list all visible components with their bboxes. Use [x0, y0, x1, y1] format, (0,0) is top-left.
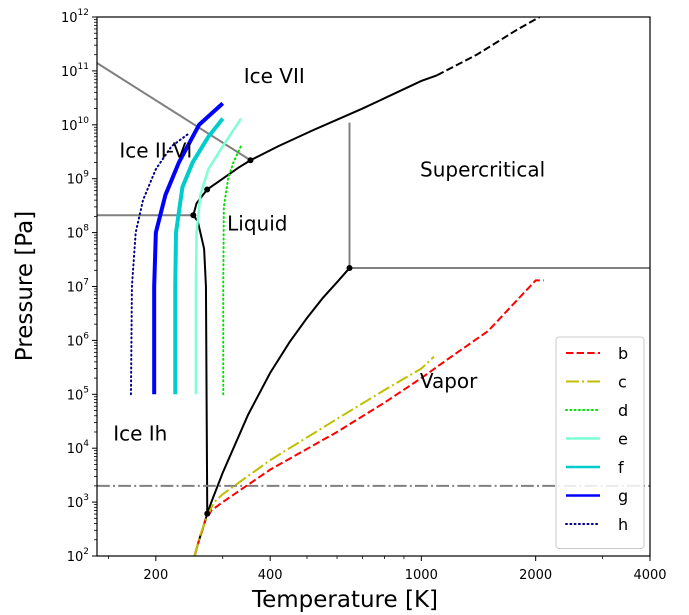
- triple-point-marker: [204, 510, 211, 517]
- series-g-line: [152, 101, 225, 395]
- boundary-melting-iii-vi: [192, 159, 252, 216]
- region-label: Vapor: [420, 369, 478, 393]
- region-label: Ice VII: [244, 64, 305, 88]
- x-tick-label: 400: [258, 568, 283, 583]
- legend-label-e: e: [618, 430, 628, 449]
- region-labels: Ice VII Ice II-VI Supercritical Liquid Vapor…: [113, 64, 545, 445]
- legend-label-c: c: [618, 373, 627, 392]
- x-tick-label: 2000: [519, 568, 552, 583]
- y-tick-label: 103: [67, 493, 89, 511]
- legend-label-h: h: [618, 515, 628, 534]
- y-tick-label: 1011: [61, 62, 89, 80]
- y-tick-label: 102: [67, 547, 89, 565]
- triple-point-marker: [346, 265, 353, 272]
- region-label: Liquid: [227, 211, 287, 235]
- y-tick-label: 104: [67, 439, 90, 457]
- series-b-line: [193, 279, 544, 556]
- series-c-line: [193, 355, 435, 556]
- triple-point-marker: [247, 157, 254, 164]
- series-f-line: [173, 117, 225, 395]
- y-axis-title: Pressure [Pa]: [12, 211, 38, 361]
- region-label: Supercritical: [420, 157, 545, 181]
- y-tick-label: 106: [67, 331, 90, 349]
- triple-point-marker: [190, 212, 197, 219]
- y-tick-label: 1012: [61, 8, 89, 26]
- legend-label-f: f: [618, 458, 624, 477]
- legend-box: [555, 336, 645, 549]
- x-tick-label: 200: [143, 568, 168, 583]
- boundary-melting-vii: [250, 74, 438, 162]
- triple-point-marker: [204, 186, 211, 193]
- y-tick-label: 108: [67, 224, 90, 242]
- y-tick-label: 105: [67, 385, 89, 403]
- legend-label-d: d: [618, 401, 628, 420]
- y-tick-label: 1010: [61, 116, 89, 134]
- x-tick-label: 4000: [633, 568, 666, 583]
- legend-label-b: b: [618, 344, 628, 363]
- y-tick-label: 107: [67, 278, 89, 296]
- triple-points: [190, 157, 353, 517]
- x-tick-label: 1000: [405, 568, 438, 583]
- legend-label-g: g: [618, 487, 628, 506]
- series-d-line: [222, 145, 242, 396]
- series-h-line: [129, 132, 191, 396]
- series-e-line: [194, 117, 242, 395]
- boundary-melting-vii-extrapolated: [436, 17, 541, 77]
- y-tick-label: 109: [67, 170, 90, 188]
- boundary-vaporization: [206, 267, 351, 514]
- region-label: Ice II-VI: [119, 138, 192, 162]
- region-label: Ice Ih: [113, 421, 167, 445]
- data-series: [129, 101, 544, 556]
- x-axis-title: Temperature [K]: [251, 587, 438, 613]
- axes: 102 103 104 105 106 107 108 109 1010 1011 1012 200 4…: [61, 8, 667, 583]
